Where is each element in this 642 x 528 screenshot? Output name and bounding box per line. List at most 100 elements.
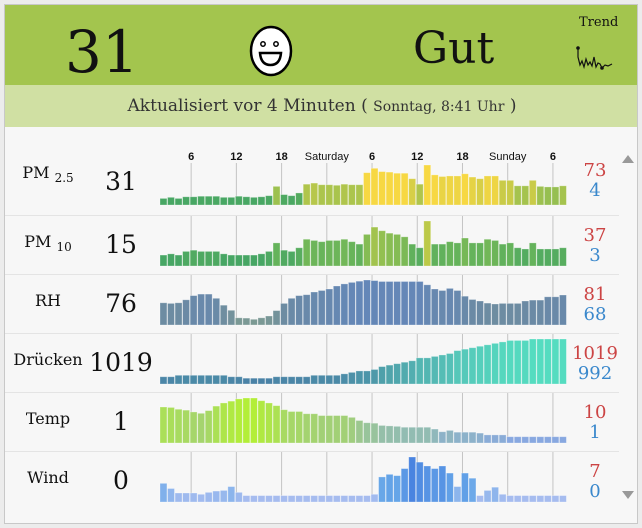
history-bar[interactable] [491,486,499,503]
history-bar[interactable] [234,195,243,206]
history-bar[interactable] [280,376,288,385]
history-bar[interactable] [332,415,341,444]
history-bar[interactable] [415,357,424,385]
history-bar[interactable] [159,482,168,503]
history-bar[interactable] [219,402,228,444]
history-bar[interactable] [559,247,567,267]
history-bar[interactable] [287,297,296,326]
history-bar[interactable] [528,299,537,326]
scrollbar[interactable] [619,141,637,511]
history-bar[interactable] [250,196,258,206]
history-bar[interactable] [468,176,477,206]
history-bar[interactable] [393,281,401,326]
history-bar[interactable] [189,411,198,444]
history-bar[interactable] [506,302,515,326]
history-bar[interactable] [483,434,492,444]
history-bar[interactable] [317,290,326,326]
history-bar-chart[interactable] [155,393,568,451]
history-bar[interactable] [453,175,462,206]
history-bar[interactable] [453,242,462,267]
history-bar[interactable] [197,493,206,503]
history-bar[interactable] [498,302,507,326]
history-bar[interactable] [378,171,386,206]
history-bar[interactable] [295,192,304,206]
history-bar[interactable] [265,495,273,503]
history-bar[interactable] [476,300,484,326]
history-bar[interactable] [476,178,484,206]
history-bar[interactable] [363,233,371,267]
history-bar[interactable] [250,377,258,385]
history-bar[interactable] [355,370,364,385]
history-bar[interactable] [174,492,183,503]
history-bar[interactable] [506,179,515,206]
history-bar[interactable] [227,486,236,503]
history-bar[interactable] [430,243,439,267]
history-bar[interactable] [551,338,560,385]
history-bar[interactable] [317,374,326,385]
history-bar[interactable] [483,344,492,385]
history-bar[interactable] [332,184,341,206]
history-bar[interactable] [182,251,190,267]
history-bar[interactable] [506,436,515,444]
history-bar[interactable] [265,315,273,326]
history-bar[interactable] [521,495,530,503]
history-bar[interactable] [393,233,401,267]
history-bar[interactable] [370,422,379,444]
trend-label[interactable]: Trend [579,15,619,30]
history-bar[interactable] [461,237,469,267]
history-bar[interactable] [483,490,492,503]
history-bar[interactable] [476,242,484,267]
history-bar[interactable] [498,243,507,267]
history-bar[interactable] [325,495,334,503]
history-bar[interactable] [408,243,417,267]
history-bar[interactable] [363,495,371,503]
history-bar[interactable] [476,495,484,503]
history-bar[interactable] [287,411,296,444]
history-bar[interactable] [340,373,349,385]
history-bar[interactable] [385,425,394,444]
history-bar[interactable] [491,175,499,206]
history-bar[interactable] [197,195,206,206]
history-bar[interactable] [491,303,499,326]
history-bar[interactable] [438,354,447,385]
history-bar[interactable] [400,468,409,503]
history-bar[interactable] [430,356,439,385]
history-bar[interactable] [174,374,183,385]
history-bar[interactable] [423,220,432,267]
history-bar[interactable] [317,241,326,267]
history-bar[interactable] [348,282,356,326]
history-bar[interactable] [174,302,183,326]
history-bar[interactable] [513,247,522,267]
history-bar[interactable] [378,425,386,444]
history-bar[interactable] [430,468,439,503]
history-bar[interactable] [167,488,175,503]
history-bar[interactable] [325,288,334,326]
history-bar[interactable] [295,495,304,503]
history-bar[interactable] [257,196,266,206]
history-bar[interactable] [310,182,319,206]
history-bar[interactable] [212,405,221,444]
history-bar[interactable] [287,251,296,267]
history-bar[interactable] [468,299,477,326]
history-bar[interactable] [543,296,552,326]
history-bar[interactable] [332,285,341,326]
history-bar[interactable] [521,185,530,206]
history-bar[interactable] [483,238,492,267]
history-bar[interactable] [340,495,349,503]
history-bar[interactable] [159,302,168,326]
history-bar[interactable] [378,230,386,267]
history-bar[interactable] [506,242,515,267]
history-bar[interactable] [559,185,567,206]
history-bar[interactable] [272,405,281,444]
history-bar[interactable] [385,171,394,206]
history-bar[interactable] [355,243,364,267]
history-bar[interactable] [385,281,394,326]
history-bar[interactable] [182,196,190,206]
history-bar[interactable] [295,411,304,444]
history-bar[interactable] [197,251,206,267]
history-bar[interactable] [513,340,522,385]
history-bar[interactable] [461,173,469,206]
history-bar[interactable] [340,415,349,444]
history-bar[interactable] [302,294,311,326]
history-bar[interactable] [400,172,409,206]
